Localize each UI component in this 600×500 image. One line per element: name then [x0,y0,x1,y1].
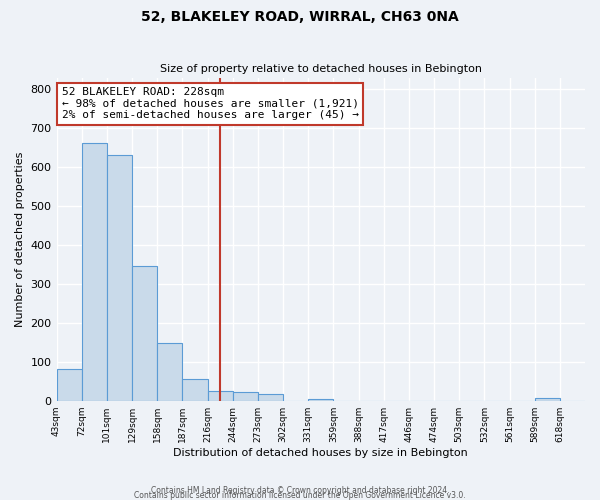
Bar [157,343,182,400]
Bar [233,392,258,400]
Title: Size of property relative to detached houses in Bebington: Size of property relative to detached ho… [160,64,482,74]
Bar [208,391,233,400]
Text: 52, BLAKELEY ROAD, WIRRAL, CH63 0NA: 52, BLAKELEY ROAD, WIRRAL, CH63 0NA [141,10,459,24]
Bar [308,399,334,400]
Bar [82,142,107,400]
Bar [258,394,283,400]
Bar [535,398,560,400]
Bar [56,369,82,400]
Bar [132,266,157,400]
Y-axis label: Number of detached properties: Number of detached properties [15,152,25,327]
Text: Contains public sector information licensed under the Open Government Licence v3: Contains public sector information licen… [134,491,466,500]
X-axis label: Distribution of detached houses by size in Bebington: Distribution of detached houses by size … [173,448,468,458]
Text: 52 BLAKELEY ROAD: 228sqm
← 98% of detached houses are smaller (1,921)
2% of semi: 52 BLAKELEY ROAD: 228sqm ← 98% of detach… [62,88,359,120]
Bar [107,156,132,400]
Bar [182,378,208,400]
Text: Contains HM Land Registry data © Crown copyright and database right 2024.: Contains HM Land Registry data © Crown c… [151,486,449,495]
